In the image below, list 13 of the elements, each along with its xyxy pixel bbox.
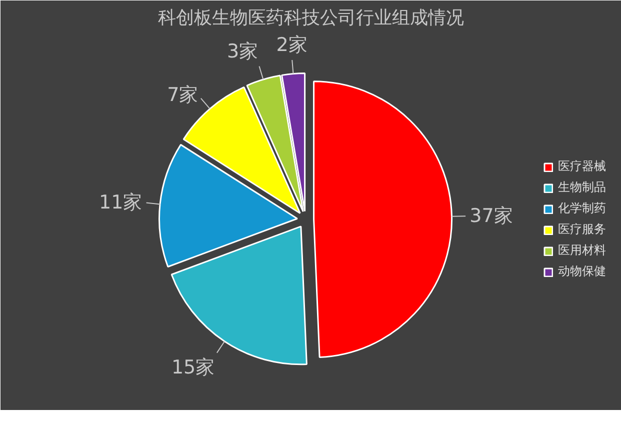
legend-label: 医疗器械 — [558, 158, 606, 175]
data-label: 2家 — [276, 34, 308, 56]
data-label: 37家 — [470, 205, 513, 228]
data-label: 11家 — [99, 191, 142, 214]
data-label: 7家 — [167, 84, 198, 106]
chart-title: 科创板生物医药科技公司行业组成情况 — [158, 8, 464, 28]
legend-label: 生物制品 — [558, 179, 606, 196]
legend-label: 医用材料 — [558, 242, 606, 259]
legend-label: 医疗服务 — [558, 221, 606, 238]
legend-label: 动物保健 — [558, 263, 606, 280]
data-label: 15家 — [171, 356, 215, 378]
data-label: 3家 — [226, 40, 258, 62]
legend-label: 化学制药 — [558, 200, 606, 217]
